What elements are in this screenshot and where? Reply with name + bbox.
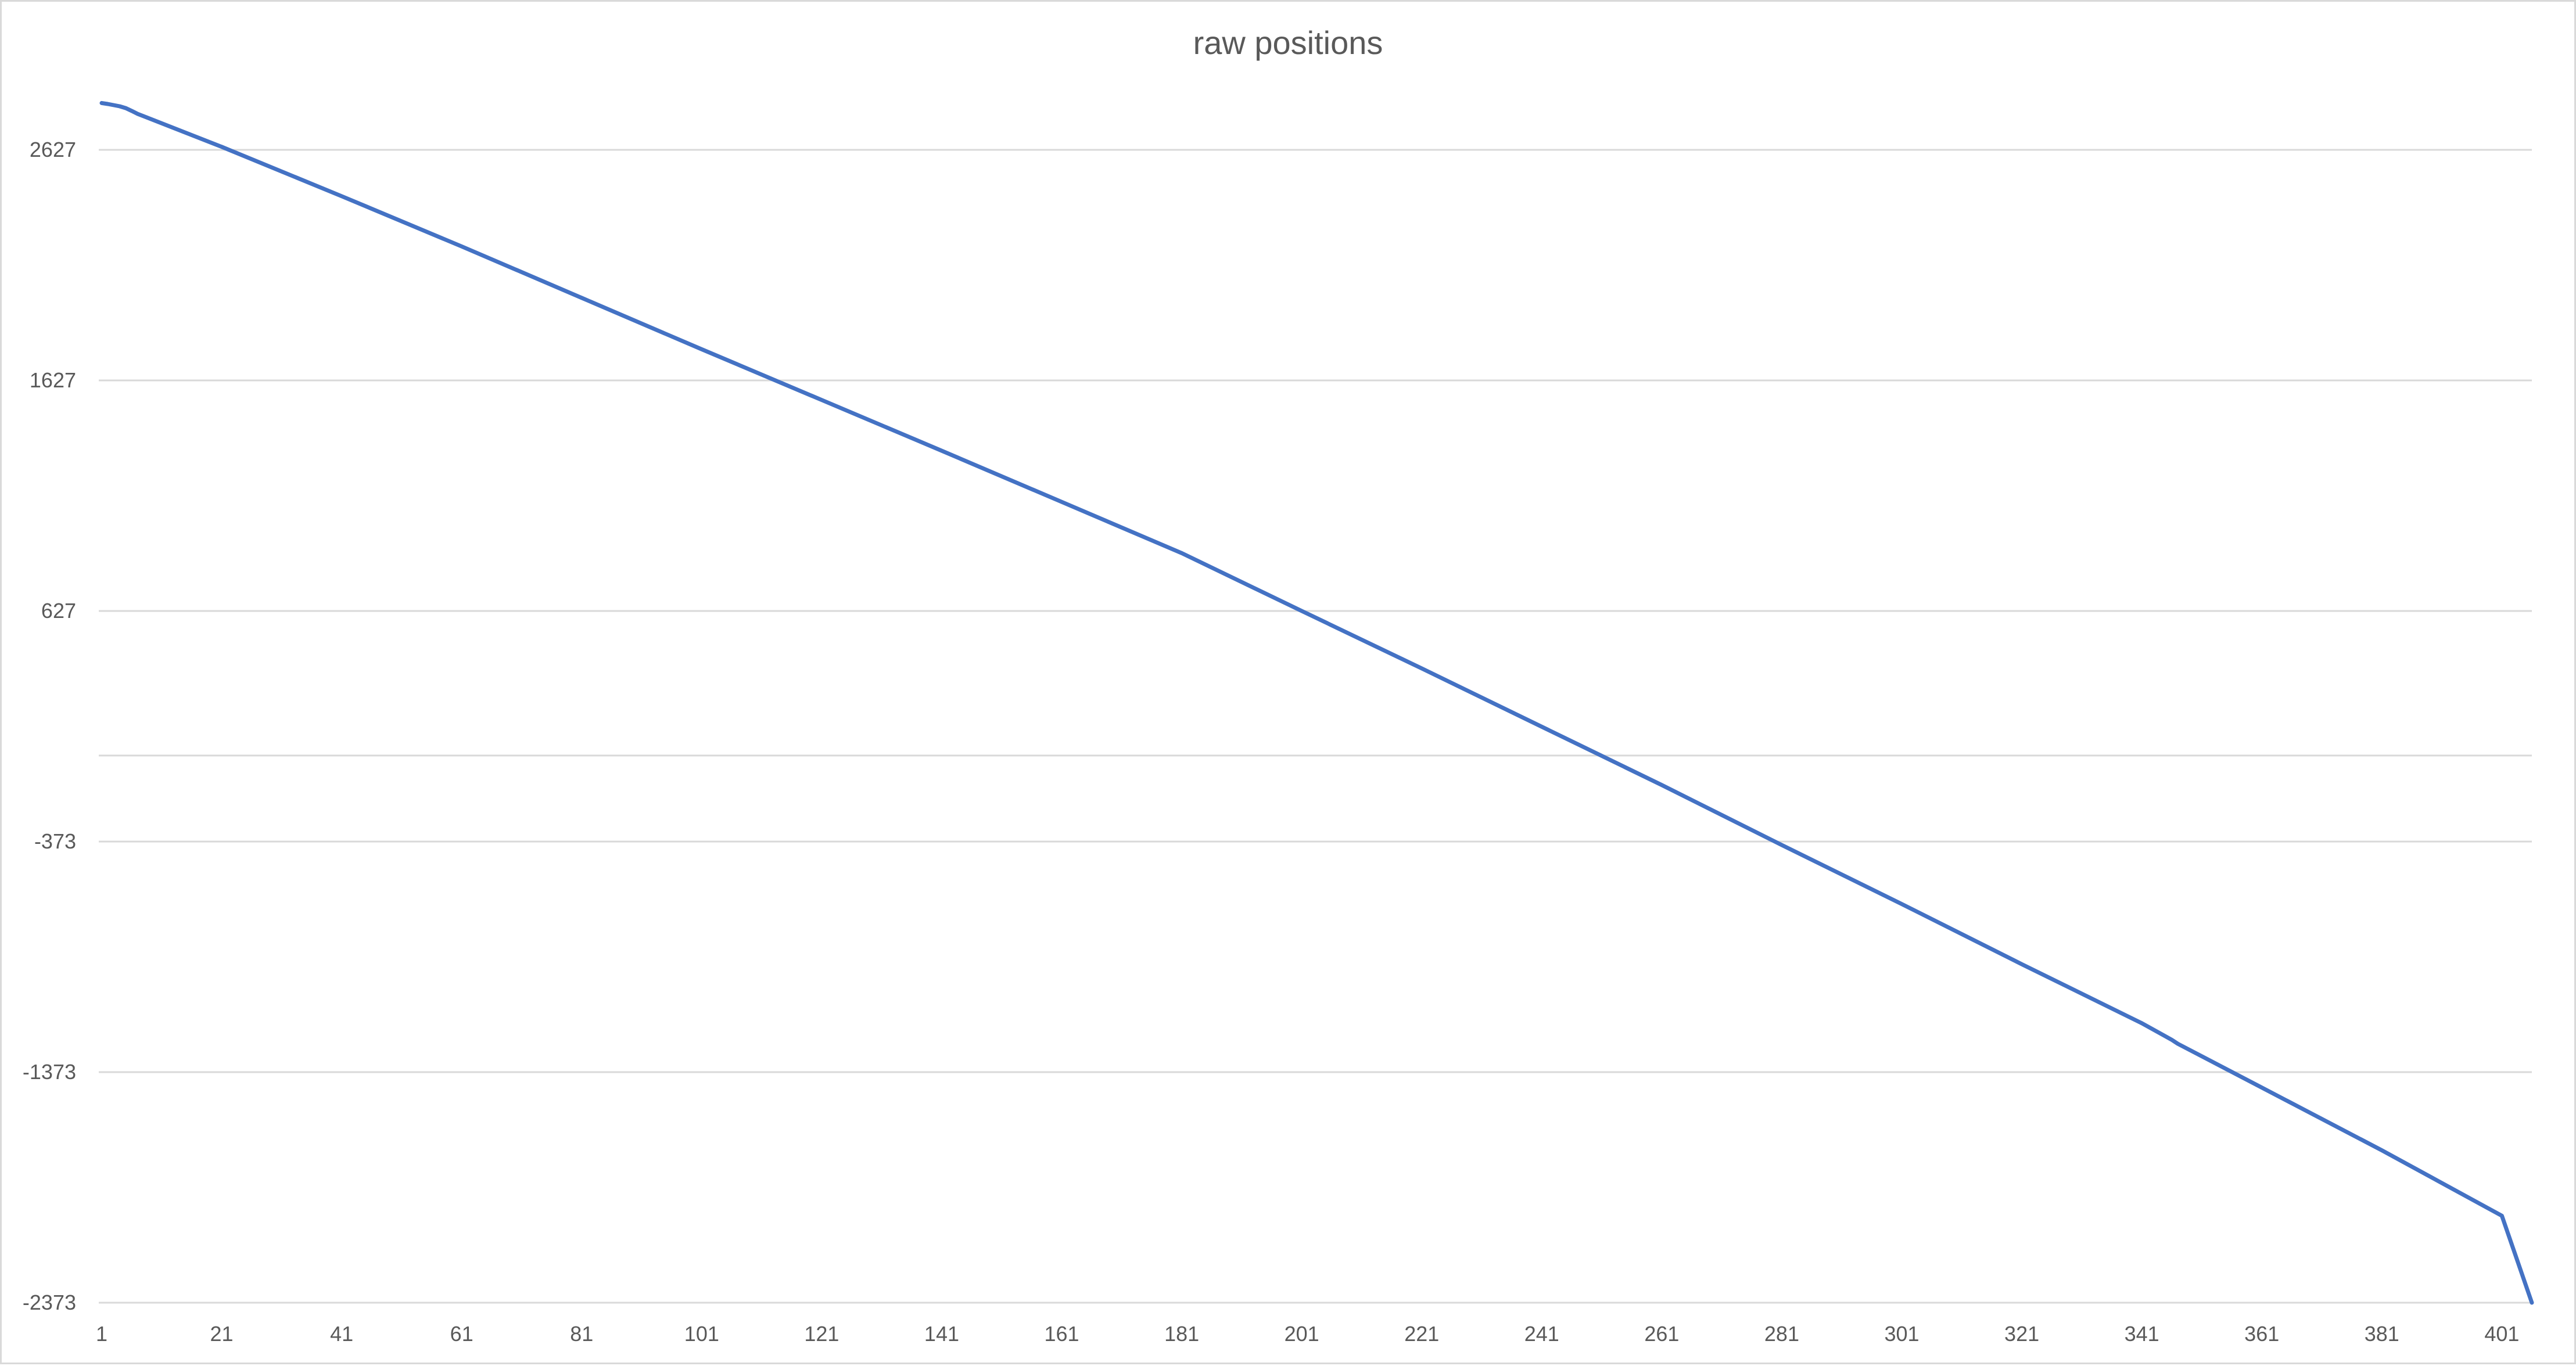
x-tick-label: 41 bbox=[330, 1322, 353, 1346]
x-tick-label: 1 bbox=[96, 1322, 107, 1346]
y-tick-label: -373 bbox=[34, 829, 76, 853]
x-tick-label: 381 bbox=[2365, 1322, 2399, 1346]
x-tick-label: 221 bbox=[1404, 1322, 1439, 1346]
x-tick-label: 401 bbox=[2484, 1322, 2519, 1346]
x-tick-label: 121 bbox=[804, 1322, 839, 1346]
x-tick-label: 201 bbox=[1285, 1322, 1319, 1346]
x-tick-label: 341 bbox=[2125, 1322, 2159, 1346]
x-tick-label: 281 bbox=[1764, 1322, 1799, 1346]
y-tick-label: 2627 bbox=[30, 138, 76, 161]
x-tick-label: 301 bbox=[1884, 1322, 1919, 1346]
x-tick-label: 261 bbox=[1644, 1322, 1679, 1346]
x-axis-labels: 1 21 41 61 81 101 121 141 161 181 201 221 241 261 281 3… bbox=[96, 1322, 2519, 1346]
x-tick-label: 61 bbox=[450, 1322, 473, 1346]
x-tick-label: 321 bbox=[2004, 1322, 2039, 1346]
y-tick-label: -2373 bbox=[23, 1290, 76, 1314]
series-line bbox=[99, 100, 2534, 1305]
x-tick-label: 101 bbox=[684, 1322, 719, 1346]
x-tick-label: 361 bbox=[2244, 1322, 2279, 1346]
x-tick-label: 81 bbox=[570, 1322, 593, 1346]
y-tick-label: 1627 bbox=[30, 368, 76, 392]
x-tick-label: 161 bbox=[1045, 1322, 1079, 1346]
x-tick-label: 181 bbox=[1164, 1322, 1199, 1346]
x-tick-label: 21 bbox=[210, 1322, 234, 1346]
y-tick-label: 627 bbox=[41, 599, 76, 623]
series-layer bbox=[99, 100, 2534, 1305]
y-axis-labels: 2627 1627 627 -373 -1373 -2373 bbox=[23, 138, 76, 1314]
chart-title: raw positions bbox=[1193, 24, 1383, 61]
y-tick-label: -1373 bbox=[23, 1060, 76, 1084]
x-tick-label: 241 bbox=[1524, 1322, 1559, 1346]
gridlines bbox=[99, 149, 2532, 1073]
x-tick-label: 141 bbox=[924, 1322, 959, 1346]
